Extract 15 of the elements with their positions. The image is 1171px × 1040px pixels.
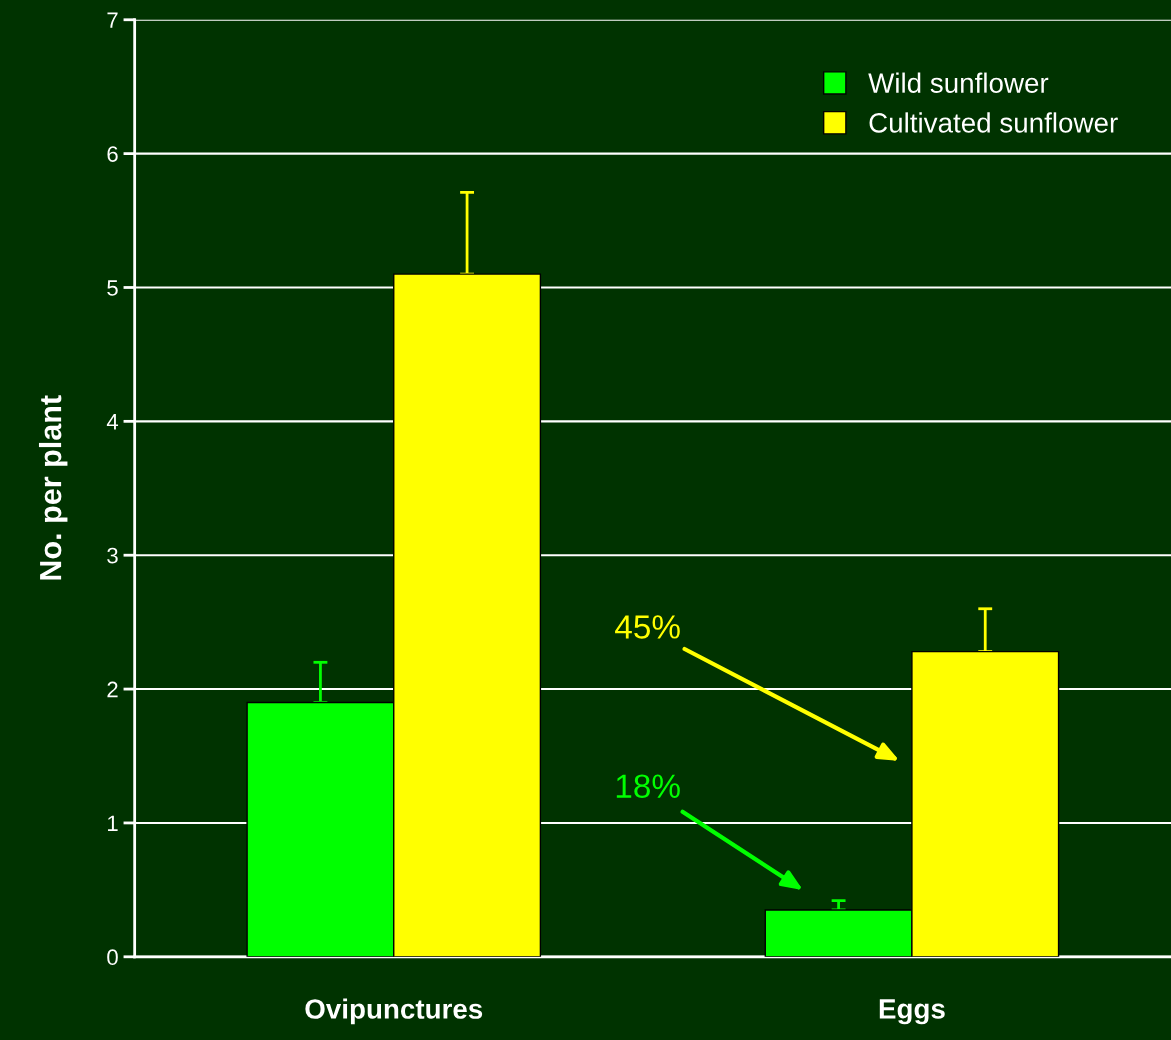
y-tick-label: 5 bbox=[107, 280, 118, 296]
y-tick-label: 4 bbox=[106, 414, 119, 430]
y-tick-label: 2 bbox=[107, 681, 118, 698]
y-tick-label: 7 bbox=[107, 12, 118, 28]
x-tick-label: Eggs bbox=[879, 999, 945, 1025]
y-tick-label: 3 bbox=[107, 547, 118, 564]
x-tick-label: Ovipunctures bbox=[305, 998, 483, 1025]
y-tick-label: 0 bbox=[107, 949, 118, 966]
y-tick-label: 1 bbox=[108, 815, 118, 831]
annotation: 18% bbox=[616, 774, 680, 799]
legend-label: Cultivated sunflower bbox=[869, 112, 1118, 133]
legend-label: Wild sunflower bbox=[868, 72, 1049, 93]
annotation: 45% bbox=[615, 615, 680, 639]
y-tick-label: 6 bbox=[107, 146, 118, 162]
y-axis-title: No. per plant bbox=[38, 395, 68, 580]
